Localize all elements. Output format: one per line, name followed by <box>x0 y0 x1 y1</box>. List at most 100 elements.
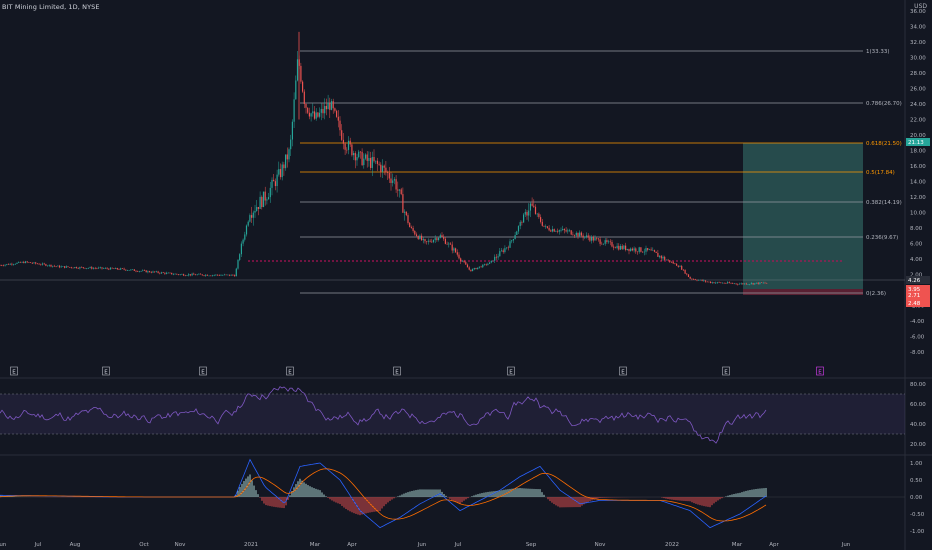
price-tick-label: 8.00 <box>910 226 923 232</box>
candle-body <box>500 250 503 252</box>
candle-body <box>742 283 744 285</box>
candle-body <box>217 274 219 276</box>
currency-label: USD <box>914 3 927 10</box>
candle-body <box>103 268 105 269</box>
candle-body <box>429 240 431 242</box>
price-tick-label: 34.00 <box>910 25 926 31</box>
candle-body <box>302 81 304 92</box>
candle-body <box>645 248 647 252</box>
candle-body <box>319 112 321 117</box>
price-badge-label: 21.13 <box>908 140 924 146</box>
candle-body <box>337 116 339 121</box>
candle-body <box>96 268 98 269</box>
candle-body <box>662 256 664 259</box>
candle-body <box>142 270 144 271</box>
candle-body <box>395 179 397 190</box>
axes-layer: 36.00 34.00 32.00 30.00 28.00 26.00 24.00 22.00… <box>0 9 930 548</box>
candle-body <box>388 172 390 179</box>
candle-body <box>123 268 125 270</box>
candle-body <box>254 210 256 213</box>
candle-body <box>550 230 552 232</box>
candle-body <box>279 169 282 178</box>
candle-body <box>528 210 530 216</box>
candle-body <box>74 267 76 268</box>
candle-body <box>30 262 32 263</box>
candle-body <box>725 283 727 284</box>
candle-body <box>286 154 288 160</box>
candle-body <box>113 268 115 270</box>
candle-body <box>228 274 231 276</box>
candle-body <box>390 178 392 183</box>
candle-body <box>346 149 348 151</box>
candle-body <box>422 239 424 241</box>
candle-body <box>730 283 732 284</box>
time-axis-label: Mar <box>310 542 321 548</box>
candle-body <box>84 267 86 269</box>
candle-body <box>665 259 667 261</box>
candle-body <box>636 251 639 253</box>
candle-body <box>754 283 756 285</box>
candle-body <box>759 282 761 285</box>
candle-body <box>174 273 176 275</box>
candle-body <box>245 225 248 235</box>
candle-body <box>594 238 596 241</box>
candle-body <box>366 154 368 161</box>
candle-body <box>699 279 701 281</box>
candle-body <box>259 196 261 209</box>
candle-body <box>704 280 707 282</box>
candle-body <box>262 191 265 208</box>
price-tick-label: 36.00 <box>910 9 926 15</box>
candle-body <box>52 265 54 267</box>
candle-body <box>415 234 418 237</box>
candle-body <box>483 264 486 265</box>
candle-body <box>206 274 208 276</box>
candle-body <box>575 232 577 236</box>
candle-body <box>60 266 62 268</box>
time-axis-label: Mar <box>732 542 743 548</box>
candle-body <box>676 263 678 266</box>
candle-body <box>669 260 671 262</box>
candle-body <box>376 160 378 164</box>
candle-body <box>446 243 448 245</box>
candle-body <box>732 283 734 284</box>
earnings-marker <box>102 366 110 376</box>
candle-body <box>460 258 462 262</box>
candle-body <box>295 80 297 100</box>
candle-body <box>393 179 395 181</box>
candle-body <box>13 264 15 265</box>
candle-body <box>172 274 174 275</box>
candle-body <box>181 274 183 275</box>
candle-body <box>744 283 746 285</box>
candle-body <box>300 65 302 82</box>
candle-body <box>582 235 584 238</box>
candle-body <box>701 279 703 281</box>
price-tick-label: -6.00 <box>910 335 925 341</box>
time-axis-label: Jul <box>454 542 462 548</box>
price-tick-label: 2.00 <box>910 273 923 279</box>
candle-body <box>444 238 446 244</box>
candle-body <box>653 250 656 252</box>
candle-body <box>541 221 543 226</box>
candle-body <box>461 260 463 262</box>
candle-body <box>473 268 475 270</box>
candle-body <box>278 169 280 175</box>
candle-body <box>538 213 540 218</box>
candle-body <box>256 207 258 211</box>
candle-body <box>330 101 333 110</box>
candle-body <box>208 275 210 277</box>
candle-body <box>327 103 329 110</box>
candle-body <box>62 266 64 267</box>
candle-body <box>138 271 140 272</box>
candle-body <box>361 151 363 166</box>
candle-body <box>268 197 270 200</box>
candle-body <box>409 222 411 228</box>
candle-body <box>766 283 768 284</box>
candle-body <box>257 207 259 209</box>
candle-body <box>475 268 477 270</box>
fib-level-label: 0.236(9.67) <box>866 235 898 241</box>
candle-body <box>737 284 739 285</box>
candle-body <box>196 274 198 276</box>
time-axis-label: Apr <box>347 542 357 548</box>
candle-body <box>642 251 644 253</box>
